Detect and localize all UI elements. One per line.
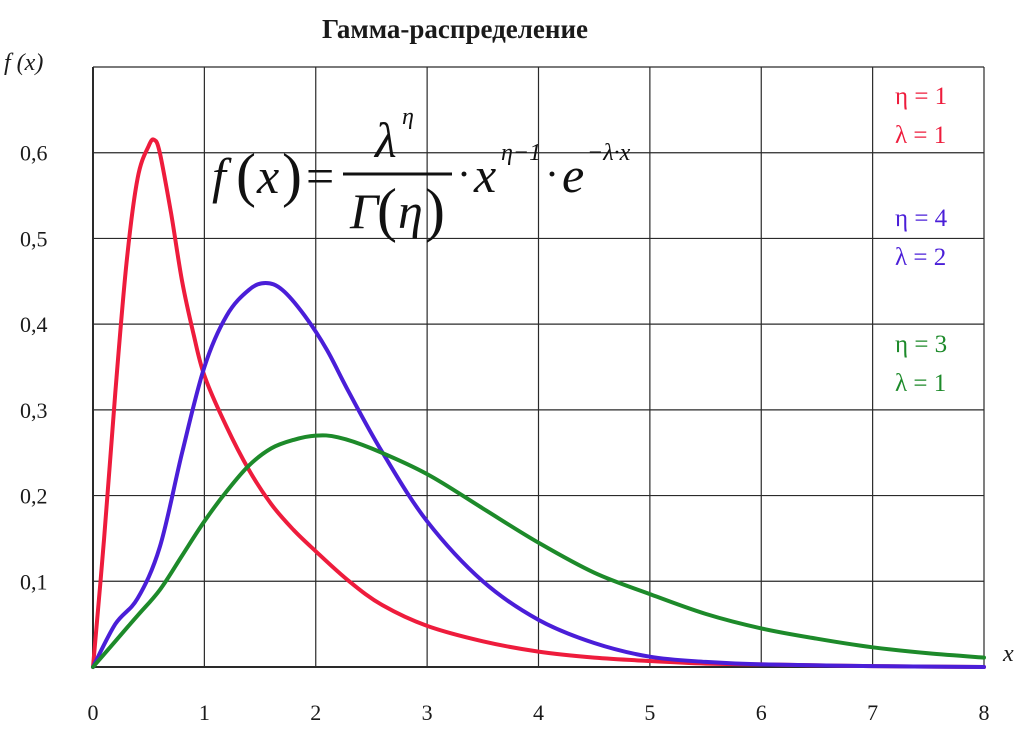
formula-close-paren: ) [282, 142, 302, 208]
y-tick-label: 0,4 [20, 312, 48, 337]
formula-numerator: λ [373, 112, 397, 168]
legend-series-1-line-2: λ = 1 [895, 122, 946, 149]
formula-x-base: x [473, 147, 496, 203]
formula-denominator: Γ [349, 183, 381, 239]
legend-series-3-line-1: η = 3 [895, 331, 947, 358]
y-axis-label: f (x) [4, 50, 43, 76]
x-tick-label: 6 [756, 700, 767, 725]
formula-equals: = [306, 148, 334, 204]
formula-arg: x [256, 148, 279, 204]
x-tick-label: 3 [422, 700, 433, 725]
series-line-1 [91, 137, 986, 669]
x-axis-label: x [1002, 641, 1014, 667]
formula-dot-2: · [545, 152, 559, 198]
formula-e-base: e [562, 147, 584, 203]
formula-e-exp: −λ·x [587, 140, 631, 166]
y-tick-label: 0,3 [20, 398, 48, 423]
formula-den-close-paren: ) [425, 177, 445, 243]
legend-series-2-line-2: λ = 2 [895, 244, 946, 271]
formula-den-open-paren: ( [377, 177, 397, 243]
x-tick-label: 7 [867, 700, 878, 725]
axis-ticks: 0 1 2 3 4 5 6 7 8 0,1 0,2 0,3 0,4 0,5 0,6 [20, 141, 990, 725]
formula-dot-1: · [457, 152, 471, 198]
chart-title: Гамма-распределение [322, 14, 588, 44]
formula-open-paren: ( [236, 142, 256, 208]
x-tick-label: 4 [533, 700, 544, 725]
formula: f ( x ) = λ η Γ ( η ) · x η−1 · e −λ·x [212, 104, 631, 243]
formula-lhs: f [212, 148, 232, 204]
series-line-3 [91, 433, 986, 669]
series-line-2 [91, 281, 986, 669]
legend-series-3-line-2: λ = 1 [895, 370, 946, 397]
x-tick-label: 1 [199, 700, 210, 725]
legend: η = 1 λ = 1 η = 4 λ = 2 η = 3 λ = 1 [895, 83, 948, 397]
x-tick-label: 5 [644, 700, 655, 725]
formula-x-exp: η−1 [501, 140, 541, 166]
x-tick-label: 8 [979, 700, 990, 725]
series-lines [91, 137, 986, 669]
y-tick-label: 0,5 [20, 226, 48, 251]
y-tick-label: 0,2 [20, 484, 48, 509]
y-tick-label: 0,6 [20, 141, 48, 166]
formula-denominator-arg: η [398, 183, 423, 239]
legend-series-2-line-1: η = 4 [895, 205, 948, 232]
y-tick-label: 0,1 [20, 569, 48, 594]
legend-series-1-line-1: η = 1 [895, 83, 947, 110]
x-tick-label: 0 [88, 700, 99, 725]
formula-numerator-exp: η [402, 104, 414, 130]
x-tick-label: 2 [310, 700, 321, 725]
